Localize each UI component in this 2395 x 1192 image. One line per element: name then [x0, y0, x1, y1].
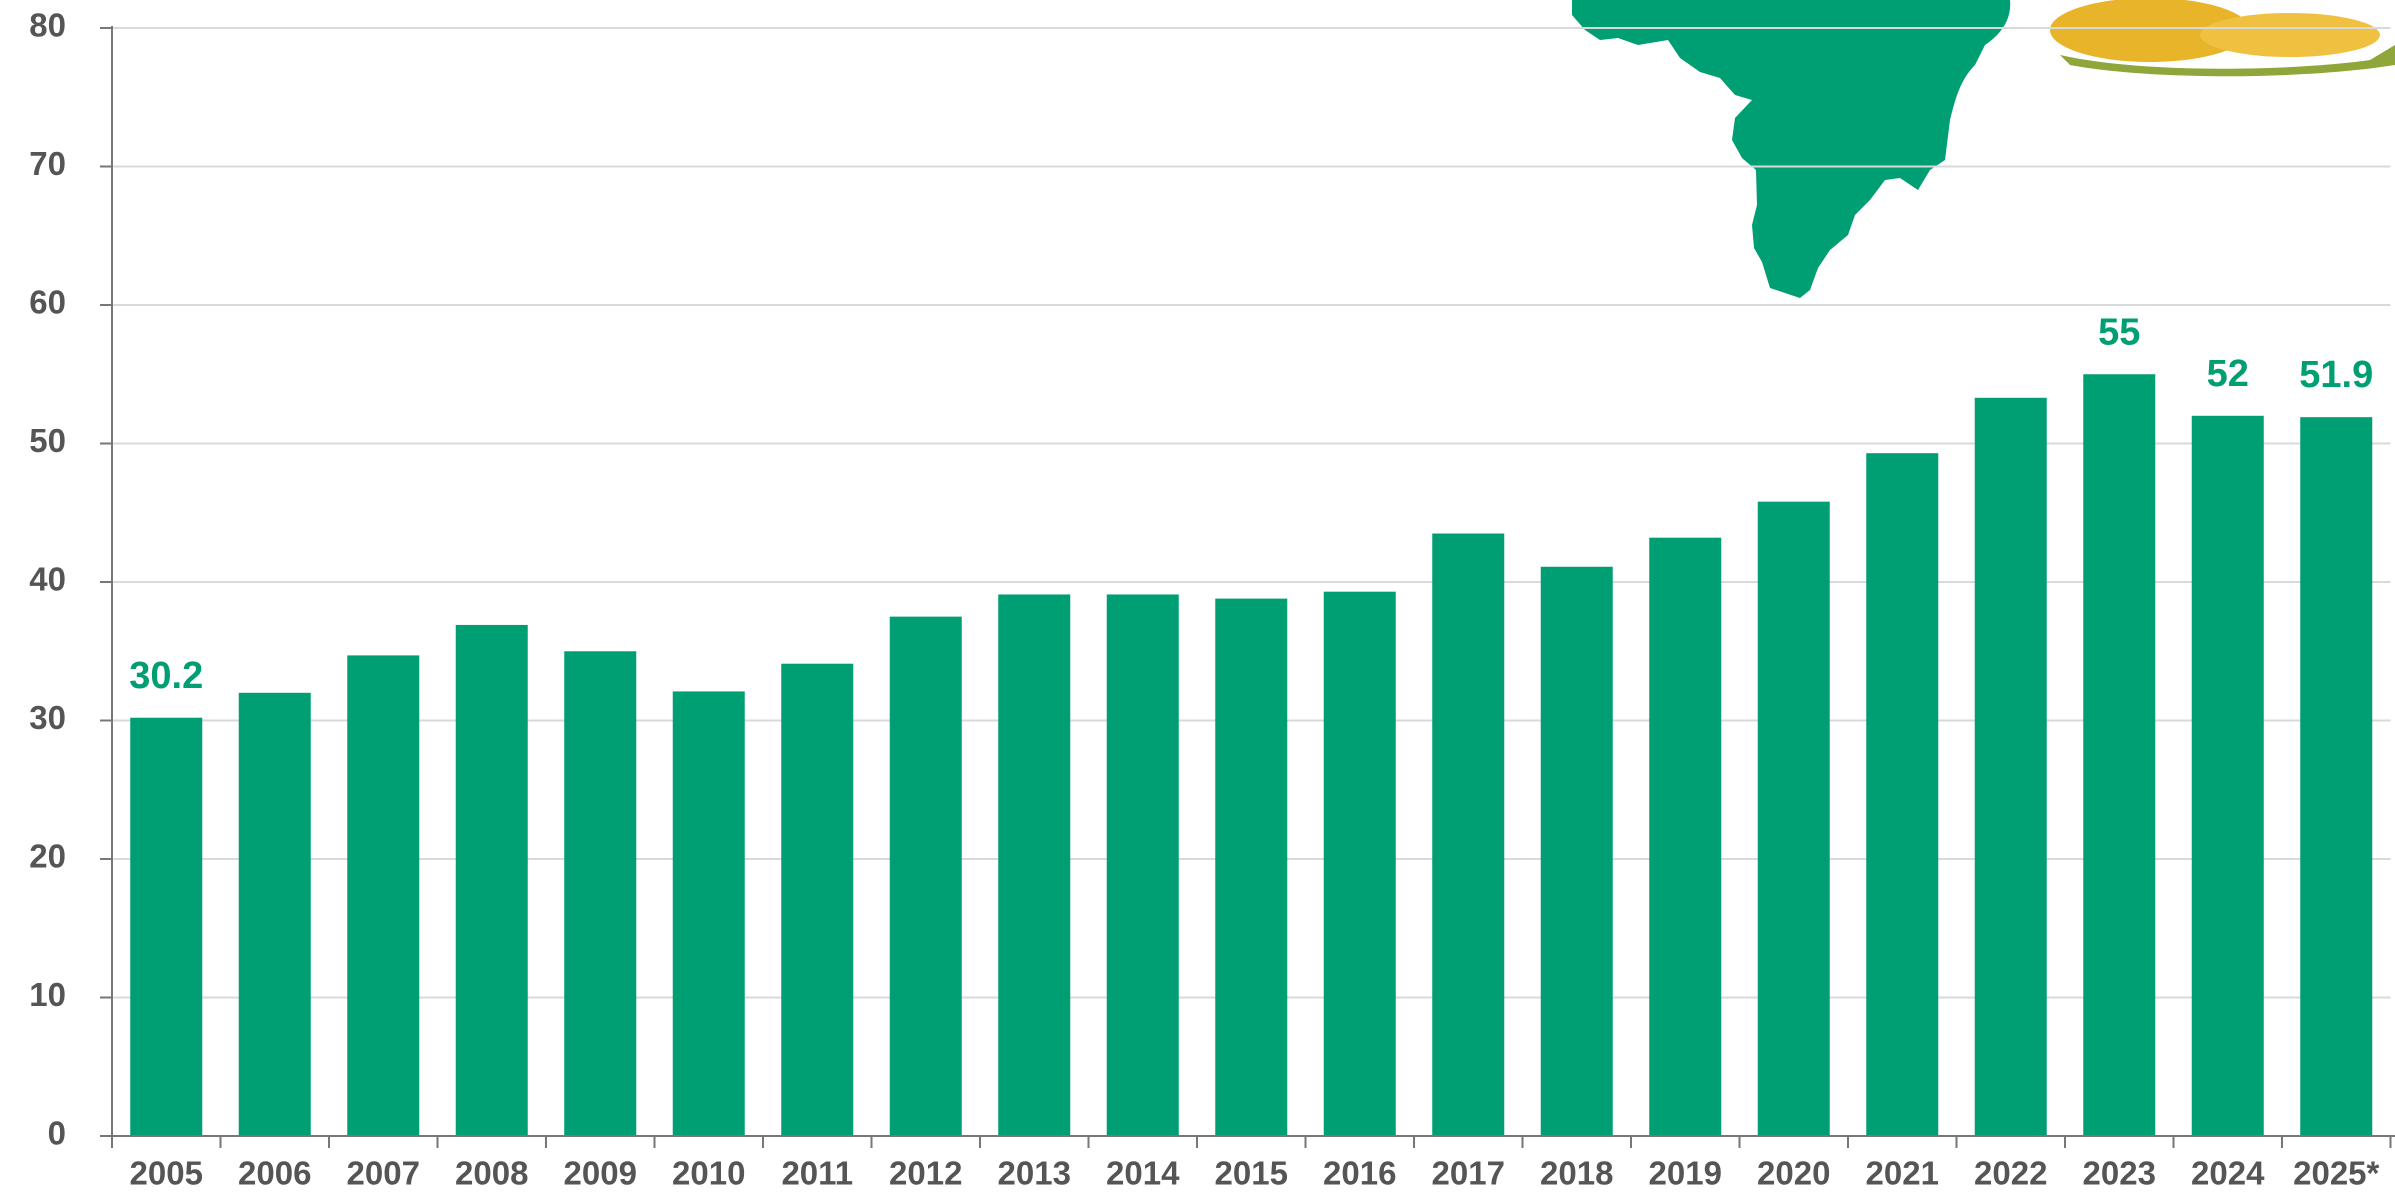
x-tick-label: 2011: [781, 1155, 853, 1192]
bar: [1974, 397, 2047, 1136]
x-tick-label: 2010: [672, 1155, 745, 1192]
map-shape: [1572, 0, 2011, 298]
x-tick-label: 2015: [1215, 1155, 1288, 1192]
y-tick-label: 20: [29, 838, 66, 875]
bar: [1215, 598, 1288, 1136]
bar: [998, 594, 1071, 1136]
data-label: 52: [2207, 353, 2249, 395]
x-tick-label: 2006: [238, 1155, 311, 1192]
bar: [455, 624, 528, 1136]
x-tick-label: 2023: [2083, 1155, 2156, 1192]
y-tick-label: 0: [48, 1115, 66, 1152]
y-tick-label: 10: [29, 976, 66, 1013]
bar: [347, 655, 420, 1136]
x-tick-label: 2008: [455, 1155, 528, 1192]
data-label: 51.9: [2299, 354, 2373, 396]
bar: [238, 692, 311, 1136]
y-tick-label: 80: [29, 7, 66, 44]
y-tick-label: 40: [29, 561, 66, 598]
bar: [2191, 415, 2264, 1136]
y-tick-label: 60: [29, 284, 66, 321]
corn-cob: [2050, 0, 2250, 62]
x-tick-label: 2014: [1106, 1155, 1180, 1192]
bar: [1866, 453, 1939, 1136]
bar: [1323, 591, 1396, 1136]
bar: [2083, 374, 2156, 1136]
bar: [1757, 501, 1830, 1136]
x-tick-label: 2016: [1323, 1155, 1396, 1192]
y-tick-label: 50: [29, 422, 66, 459]
bar: [1540, 566, 1613, 1136]
x-tick-label: 2020: [1757, 1155, 1830, 1192]
bar: [781, 663, 854, 1136]
data-label: 55: [2098, 311, 2140, 353]
x-tick-label: 2022: [1974, 1155, 2047, 1192]
bar: [1432, 533, 1505, 1136]
x-tick-label: 2024: [2191, 1155, 2265, 1192]
y-tick-label: 70: [29, 145, 66, 182]
bar: [1649, 537, 1722, 1136]
corn-decoration: [2050, 0, 2395, 77]
x-tick-label: 2017: [1432, 1155, 1505, 1192]
x-tick-label: 2007: [347, 1155, 420, 1192]
y-tick-label: 30: [29, 699, 66, 736]
bar: [2300, 417, 2373, 1136]
x-tick-label: 2005: [130, 1155, 203, 1192]
bar: [889, 616, 962, 1136]
bar: [564, 651, 637, 1136]
data-label: 30.2: [129, 655, 203, 697]
bar: [1106, 594, 1179, 1136]
x-tick-label: 2025*: [2293, 1155, 2379, 1192]
corn-cob: [2200, 13, 2380, 57]
corn-husk: [2060, 45, 2395, 77]
x-tick-label: 2009: [564, 1155, 637, 1192]
bar: [672, 691, 745, 1136]
brazil-map-decoration: [1572, 0, 2011, 298]
bar: [130, 717, 203, 1136]
x-tick-label: 2013: [998, 1155, 1071, 1192]
x-tick-label: 2012: [889, 1155, 962, 1192]
x-tick-label: 2018: [1540, 1155, 1613, 1192]
x-tick-label: 2019: [1649, 1155, 1722, 1192]
x-tick-label: 2021: [1866, 1155, 1939, 1192]
